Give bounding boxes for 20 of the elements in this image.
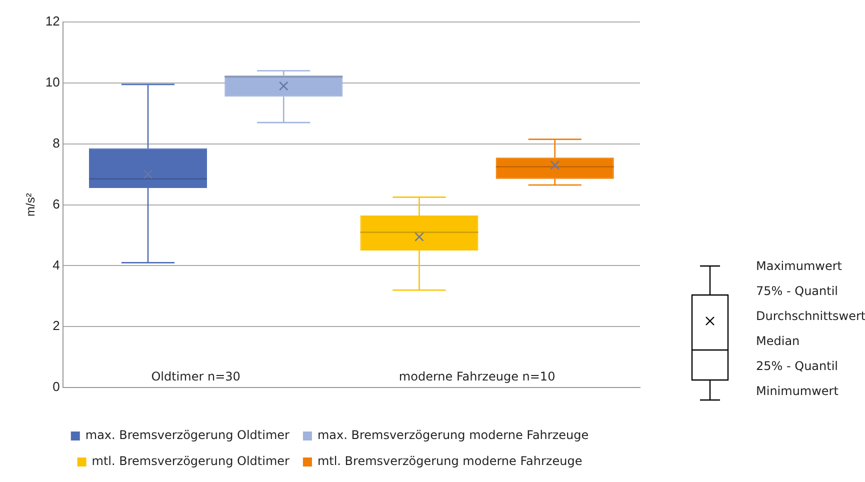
y-tick-label: 4	[52, 257, 60, 272]
text: 25% - Quantil	[756, 359, 838, 373]
legend-label: mtl. Bremsverzögerung moderne Fahrzeuge	[317, 454, 582, 468]
legend-label: max. Bremsverzögerung moderne Fahrzeuge	[317, 428, 589, 442]
legend-label: max. Bremsverzögerung Oldtimer	[85, 428, 290, 442]
text: Median	[756, 334, 800, 348]
y-tick-label: 10	[45, 74, 60, 90]
y-tick-label: 2	[52, 318, 60, 334]
text: Minimumwert	[756, 384, 838, 398]
text: 75% - Quantil	[756, 284, 838, 298]
annotation: moderne Fahrzeuge n=10	[398, 370, 556, 384]
y-tick-label: 12	[45, 14, 60, 29]
legend-label: mtl. Bremsverzögerung Oldtimer	[92, 454, 290, 468]
annotation: Oldtimer n=30	[151, 370, 240, 384]
y-tick-label: 6	[52, 196, 60, 212]
text: Durchschnittswert	[756, 309, 865, 323]
y-tick-label: 8	[52, 135, 60, 150]
y-tick-label: 0	[52, 379, 60, 394]
y-axis-title: m/s²	[24, 193, 38, 216]
text: Maximumwert	[756, 259, 842, 273]
